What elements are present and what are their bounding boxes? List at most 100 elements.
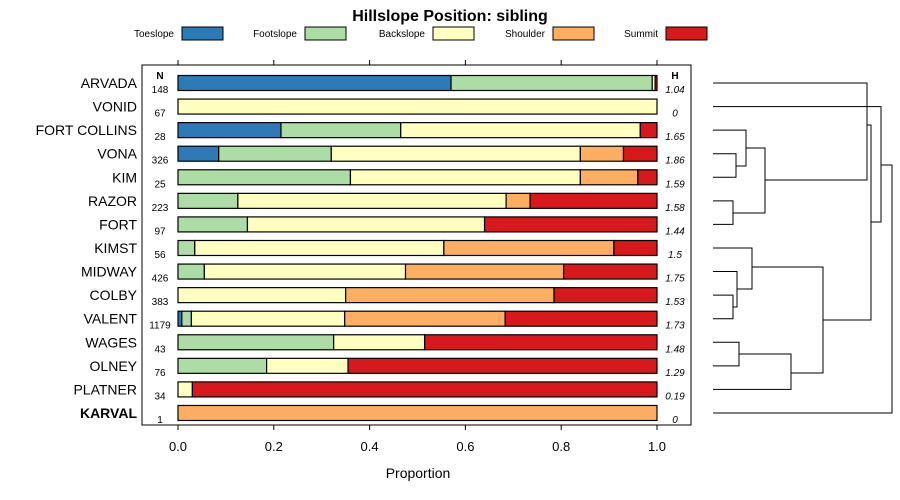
bar-segment-summit [424, 334, 658, 351]
series-label: COLBY [90, 287, 138, 303]
entropy-header: H [671, 71, 678, 82]
series-label: FORT [99, 216, 137, 232]
entropy-value: 1.53 [665, 297, 685, 308]
entropy-value: 1.29 [665, 368, 685, 379]
bar-segment-summit [622, 145, 658, 162]
bar-segment-summit [562, 263, 658, 280]
count-value: 1179 [149, 321, 171, 332]
bar-segment-summit [347, 357, 658, 374]
entropy-value: 1.04 [665, 85, 685, 96]
bar-segment-shoulder [344, 310, 506, 327]
count-value: 383 [152, 297, 169, 308]
bar-segment-backslope [237, 192, 507, 209]
series-label: ARVADA [81, 75, 138, 91]
dendrogram-branch [713, 200, 734, 225]
count-value: 25 [154, 179, 166, 190]
series-label: VALENT [84, 311, 138, 327]
dendrogram-branch [713, 341, 740, 367]
series-label: KIMST [94, 240, 137, 256]
entropy-value: 1.73 [665, 321, 685, 332]
dendrogram-branch [733, 147, 766, 214]
bar-segment-backslope [330, 145, 581, 162]
count-value: 223 [152, 203, 169, 214]
entropy-value: 1.48 [665, 344, 685, 355]
x-tick-label: 0.0 [169, 439, 187, 454]
bar-segment-backslope [177, 287, 347, 304]
bar-segment-shoulder [505, 192, 531, 209]
count-value: 1 [157, 415, 163, 426]
count-value: 426 [152, 274, 169, 285]
bar-segment-footslope [177, 263, 205, 280]
count-value: 34 [154, 391, 166, 402]
bar-segment-backslope [203, 263, 407, 280]
bar-segment-shoulder [177, 404, 658, 422]
bar-segment-shoulder [404, 263, 565, 280]
bar-segment-backslope [194, 239, 445, 257]
bar-segment-backslope [177, 98, 658, 115]
bar-segment-toeslope [177, 145, 220, 162]
legend-swatch-backslope [432, 26, 475, 41]
legend-swatch-toeslope [181, 26, 224, 41]
bar-segment-backslope [177, 381, 193, 398]
entropy-value: 0.19 [665, 391, 685, 402]
entropy-value: 1.44 [665, 226, 685, 237]
x-axis-label: Proportion [386, 465, 451, 481]
count-value: 67 [154, 109, 166, 120]
series-label: VONID [93, 99, 137, 115]
legend-label-backslope: Backslope [379, 29, 426, 40]
bar-segment-backslope [349, 169, 581, 186]
bar-segment-footslope [280, 122, 402, 139]
dendrogram-branch [713, 106, 882, 223]
bar-segment-footslope [177, 192, 239, 209]
legend-label-summit: Summit [624, 29, 658, 40]
bar-segment-footslope [218, 145, 332, 162]
x-tick-label: 0.4 [361, 439, 379, 454]
dendrogram-branch [713, 164, 893, 414]
dendrogram-branch [713, 153, 737, 178]
legend-swatch-footslope [304, 26, 347, 41]
legend: Toeslope Footslope Backslope Shoulder Summit [134, 26, 708, 41]
dendrogram [713, 82, 893, 414]
bar-segment-summit [637, 169, 658, 186]
legend-swatch-summit [665, 26, 708, 41]
bar-segment-shoulder [579, 169, 639, 186]
legend-label-footslope: Footslope [253, 29, 297, 40]
x-tick-label: 0.6 [456, 439, 474, 454]
bar-segment-backslope [400, 122, 641, 139]
legend-label-shoulder: Shoulder [505, 29, 546, 40]
x-tick-label: 1.0 [648, 439, 666, 454]
bar-segment-summit [529, 192, 658, 209]
bar-segment-footslope [181, 310, 193, 327]
series-label: RAZOR [88, 193, 137, 209]
count-value: 97 [154, 226, 166, 237]
bar-segment-toeslope [177, 122, 282, 139]
dendrogram-branch [713, 129, 747, 167]
bar-segment-footslope [177, 169, 352, 186]
count-value: 326 [152, 156, 169, 167]
dendrogram-branch [713, 82, 868, 181]
legend-label-toeslope: Toeslope [134, 29, 174, 40]
bar-segment-backslope [190, 310, 346, 327]
series-label: OLNEY [90, 358, 138, 374]
series-label: PLATNER [73, 381, 137, 397]
bar-segment-shoulder [579, 145, 625, 162]
bar-segment-shoulder [345, 287, 555, 304]
bar-segment-footslope [177, 239, 196, 257]
series-label: MIDWAY [81, 264, 138, 280]
bar-segment-summit [504, 310, 658, 327]
count-header: N [156, 71, 163, 82]
entropy-value: 1.65 [665, 132, 685, 143]
bar-segment-backslope [266, 357, 349, 374]
count-value: 28 [154, 132, 166, 143]
bar-segment-footslope [450, 74, 653, 92]
bar-segment-toeslope [177, 74, 452, 92]
bar-segment-shoulder [443, 239, 615, 257]
count-value: 43 [154, 344, 166, 355]
x-tick-label: 0.2 [265, 439, 283, 454]
legend-swatch-shoulder [552, 26, 595, 41]
bar-segment-summit [553, 287, 658, 304]
series-label: KIM [112, 169, 137, 185]
bar-segment-footslope [177, 357, 268, 374]
x-tick-label: 0.8 [552, 439, 570, 454]
